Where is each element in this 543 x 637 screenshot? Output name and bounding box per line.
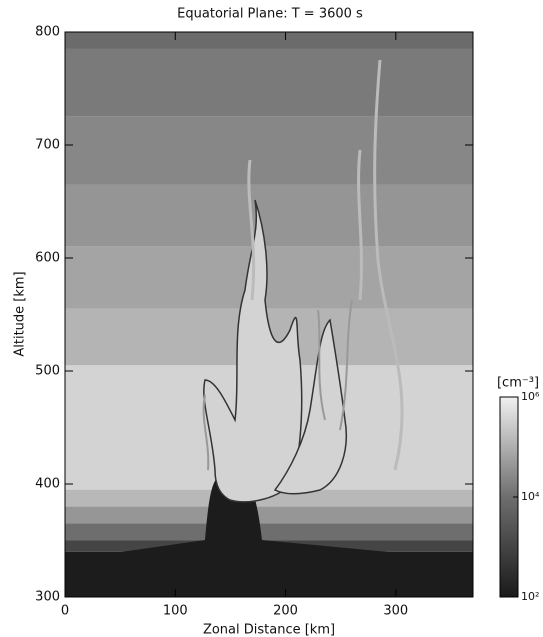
contour-band [65, 524, 473, 541]
colorbar-tick-label: 10⁴ [521, 490, 540, 503]
contour-band [65, 117, 473, 185]
contour-band [65, 247, 473, 309]
x-tick-label: 300 [383, 604, 408, 619]
chart: Equatorial Plane: T = 3600 s Zonal Dista… [0, 0, 543, 637]
x-tick-label: 0 [61, 604, 69, 619]
x-tick-label: 200 [273, 604, 298, 619]
y-tick-label: 800 [35, 25, 60, 40]
contour-band [65, 507, 473, 524]
y-tick-label: 600 [35, 251, 60, 266]
contour-band [65, 32, 473, 49]
y-axis-label: Altitude [km] [13, 271, 28, 356]
y-tick-label: 500 [35, 364, 60, 379]
field [65, 32, 473, 597]
contour-band [65, 185, 473, 247]
chart-title: Equatorial Plane: T = 3600 s [177, 7, 363, 22]
colorbar-label: [cm⁻³] [497, 376, 539, 391]
x-tick-label: 100 [163, 604, 188, 619]
y-tick-label: 300 [35, 590, 60, 605]
y-tick-label: 400 [35, 477, 60, 492]
colorbar-tick-label: 10² [521, 590, 539, 603]
y-tick-label: 700 [35, 138, 60, 153]
colorbar-tick-label: 10⁶ [521, 390, 540, 403]
contour-band [65, 49, 473, 117]
x-axis-label: Zonal Distance [km] [203, 623, 335, 637]
